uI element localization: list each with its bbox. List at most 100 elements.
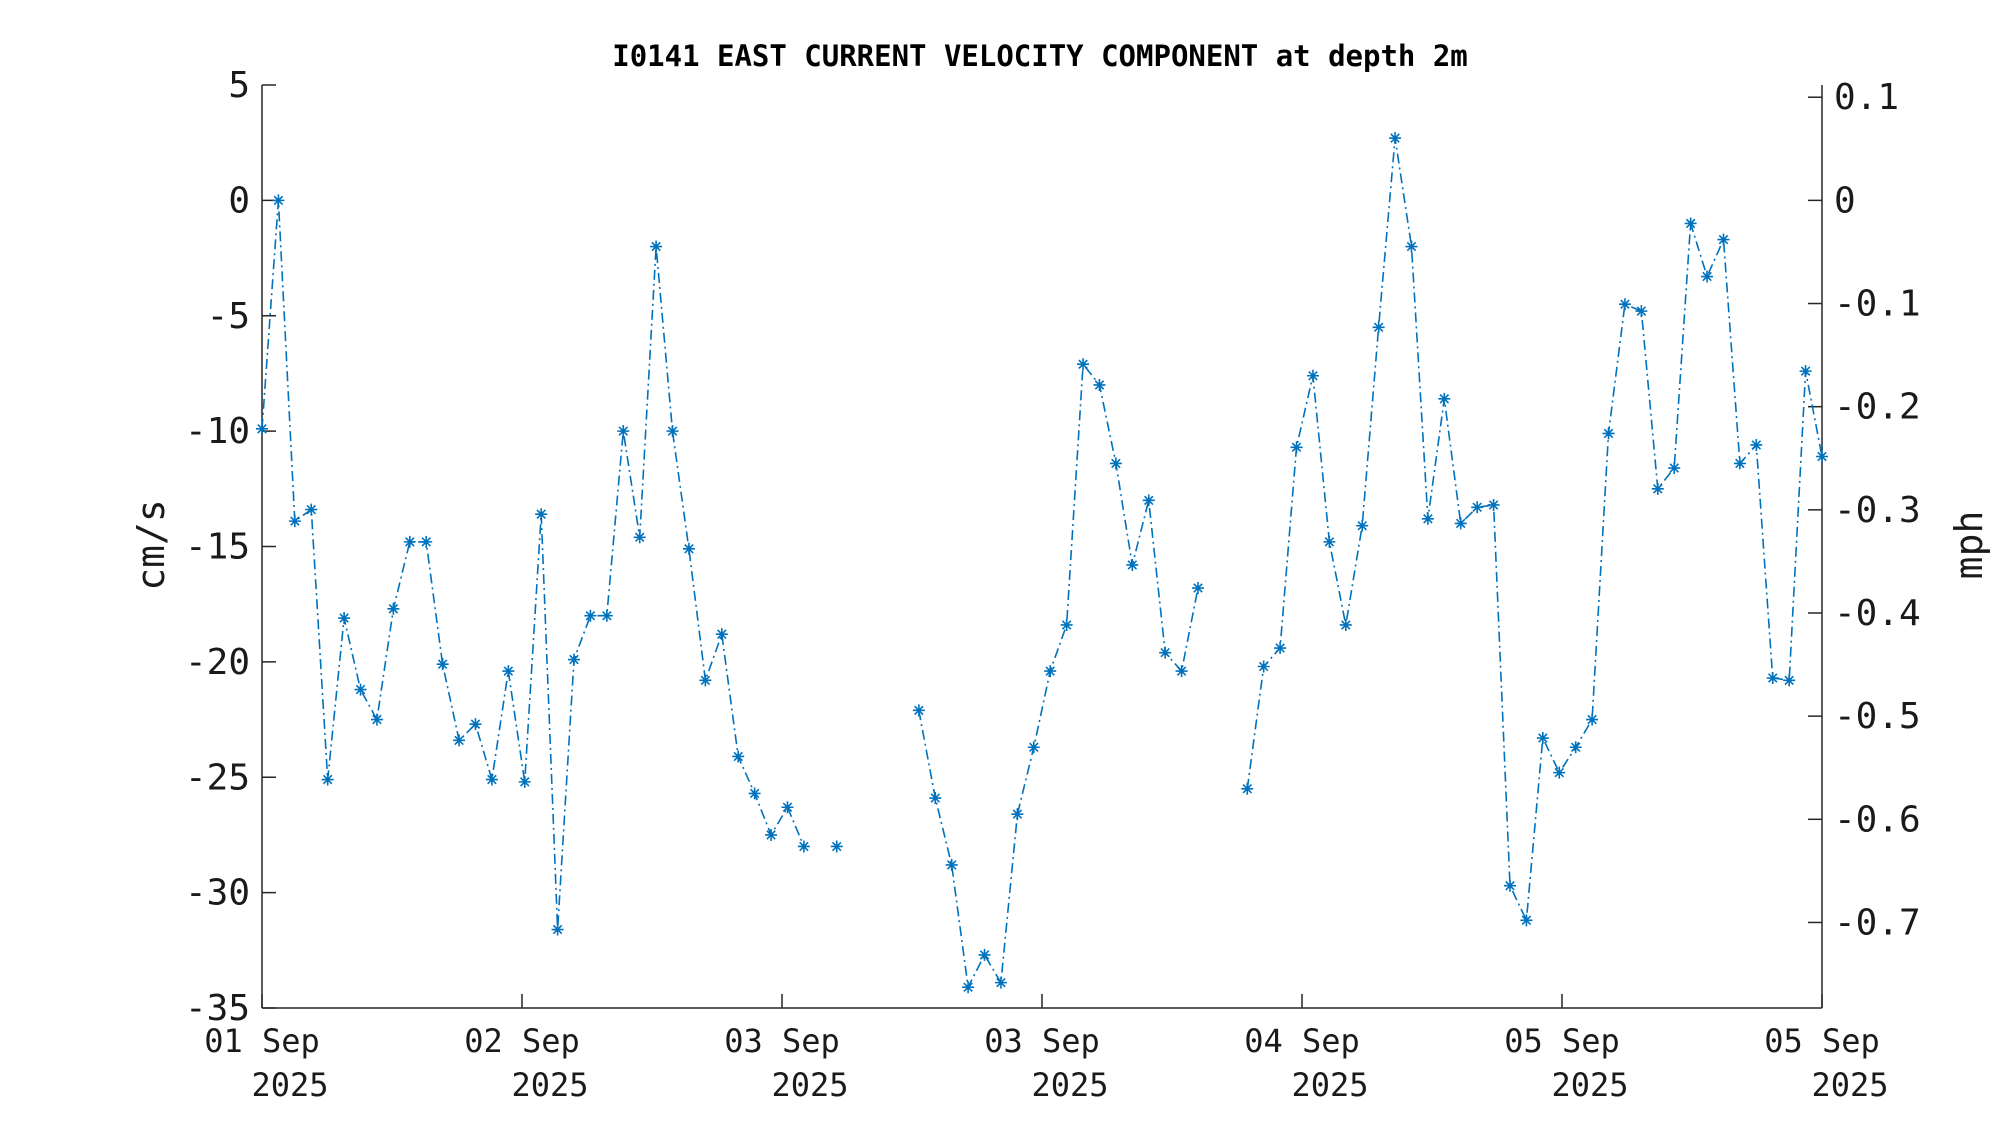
data-point	[256, 422, 268, 435]
y-tick-label: -25	[185, 757, 250, 798]
y2-tick-label: -0.7	[1834, 902, 1921, 943]
data-point	[962, 981, 975, 994]
data-point	[370, 713, 383, 726]
data-point	[1799, 365, 1812, 378]
x-tick-label: 05 Sep	[1764, 1022, 1880, 1060]
data-point	[1290, 441, 1303, 454]
data-point	[420, 535, 433, 548]
data-point	[1520, 914, 1533, 927]
data-point	[1651, 482, 1664, 495]
y-axis-label-right: mph	[1947, 511, 1991, 580]
data-point	[994, 976, 1007, 989]
data-point	[945, 858, 958, 871]
data-point	[305, 503, 318, 516]
x-tick-year-label: 2025	[251, 1066, 328, 1104]
data-point	[1421, 512, 1434, 525]
data-point	[978, 948, 991, 961]
x-tick-year-label: 2025	[1811, 1066, 1888, 1104]
data-point	[1586, 713, 1599, 726]
data-point	[600, 609, 613, 622]
y2-tick-label: 0.1	[1834, 77, 1899, 118]
data-point	[551, 923, 564, 936]
data-point	[485, 773, 498, 786]
data-point	[338, 612, 351, 625]
data-point	[1011, 808, 1024, 821]
data-point	[354, 683, 367, 696]
x-tick-year-label: 2025	[771, 1066, 848, 1104]
x-tick-year-label: 2025	[511, 1066, 588, 1104]
data-point	[781, 801, 794, 814]
data-point	[1274, 642, 1287, 655]
data-point	[1618, 298, 1631, 311]
y-tick-label: -15	[185, 527, 250, 568]
data-point	[715, 628, 728, 641]
data-point	[1044, 665, 1057, 678]
series-line	[261, 200, 805, 930]
data-point	[1536, 732, 1549, 745]
data-point	[617, 425, 630, 438]
data-point	[748, 787, 761, 800]
data-point	[502, 665, 515, 678]
data-point	[1438, 392, 1451, 405]
data-point	[633, 531, 646, 544]
data-point	[1175, 665, 1188, 678]
data-point	[584, 609, 597, 622]
data-point	[1027, 741, 1040, 754]
data-point	[1372, 321, 1385, 334]
x-tick-label: 04 Sep	[1244, 1022, 1360, 1060]
data-point	[469, 718, 482, 731]
series-line	[918, 362, 1199, 990]
y2-tick-label: -0.2	[1834, 387, 1921, 428]
data-point	[929, 792, 942, 805]
data-point	[1717, 233, 1730, 246]
data-point	[1142, 494, 1155, 507]
data-point	[1077, 358, 1090, 371]
data-point	[1701, 270, 1714, 283]
data-point	[1569, 741, 1582, 754]
y2-tick-label: -0.4	[1834, 593, 1921, 634]
y-tick-label: -30	[185, 873, 250, 914]
y2-tick-label: -0.5	[1834, 696, 1921, 737]
data-point	[535, 508, 548, 521]
chart-title: I0141 EAST CURRENT VELOCITY COMPONENT at…	[612, 39, 1468, 73]
data-point	[1635, 305, 1648, 318]
data-point	[1602, 427, 1615, 440]
data-point	[1241, 782, 1254, 795]
data-point	[1192, 582, 1204, 595]
x-tick-label: 03 Sep	[724, 1022, 840, 1060]
data-point	[650, 240, 663, 253]
data-point	[1816, 450, 1828, 463]
plot-area	[256, 132, 1828, 994]
data-point	[1389, 132, 1402, 145]
x-tick-label: 05 Sep	[1504, 1022, 1620, 1060]
data-point	[1733, 457, 1746, 470]
y-tick-label: -5	[207, 296, 250, 337]
data-point	[1339, 618, 1352, 631]
data-point	[1783, 674, 1796, 687]
data-point	[1668, 462, 1681, 475]
data-point	[1109, 457, 1122, 470]
data-point	[1257, 660, 1270, 673]
y-tick-label: -35	[185, 988, 250, 1029]
data-point	[1356, 519, 1369, 532]
x-tick-label: 02 Sep	[464, 1022, 580, 1060]
data-point	[1306, 369, 1319, 382]
data-point	[387, 602, 400, 615]
x-tick-label: 01 Sep	[204, 1022, 320, 1060]
data-point	[1504, 879, 1516, 892]
y-tick-label: 5	[228, 65, 250, 106]
data-point	[912, 704, 925, 717]
y2-tick-label: -0.3	[1834, 490, 1921, 531]
data-point	[453, 734, 466, 747]
data-point	[1454, 517, 1467, 530]
series-line	[1246, 137, 1823, 924]
data-point	[1093, 378, 1106, 391]
data-point	[1060, 618, 1073, 631]
data-point	[682, 542, 695, 555]
data-point	[765, 828, 778, 841]
data-point	[1126, 558, 1139, 571]
tick-labels: 5 0 -5 -10 -15 -20 -25 -30 -35 0.1 0 -0.1 -0.2 -0.3 -0…	[185, 65, 1921, 1104]
y2-tick-label: -0.6	[1834, 799, 1921, 840]
data-point	[830, 840, 843, 853]
data-point	[732, 750, 745, 763]
